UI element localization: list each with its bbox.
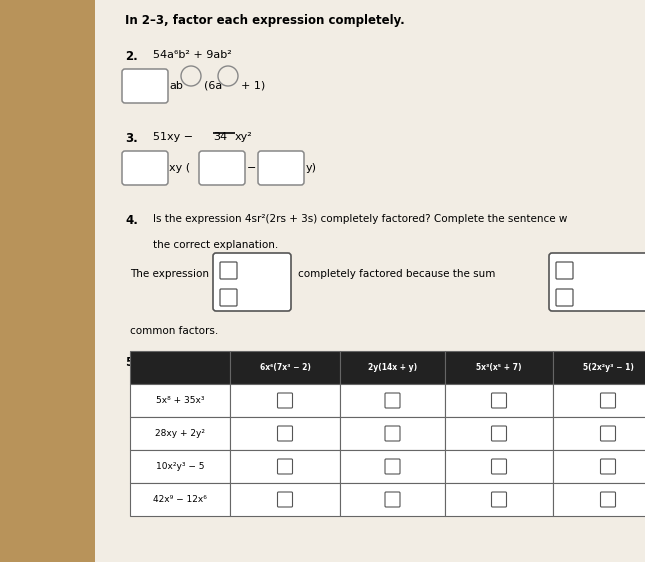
Bar — [340, 450, 445, 483]
Text: is: is — [240, 265, 248, 275]
Bar — [445, 450, 553, 483]
Text: xy (: xy ( — [169, 163, 190, 173]
FancyBboxPatch shape — [600, 459, 615, 474]
Bar — [130, 384, 230, 417]
Bar — [553, 483, 645, 516]
FancyBboxPatch shape — [491, 492, 506, 507]
Text: 2y(14x + y): 2y(14x + y) — [368, 363, 417, 372]
FancyBboxPatch shape — [491, 459, 506, 474]
FancyBboxPatch shape — [385, 426, 400, 441]
Bar — [230, 384, 340, 417]
Bar — [553, 417, 645, 450]
Text: 42x⁹ − 12x⁶: 42x⁹ − 12x⁶ — [153, 495, 207, 504]
Bar — [445, 384, 553, 417]
Bar — [230, 351, 340, 384]
Text: Is the expression 4sr²(2rs + 3s) completely factored? Complete the sentence w: Is the expression 4sr²(2rs + 3s) complet… — [153, 214, 568, 224]
Bar — [130, 450, 230, 483]
Text: −: − — [247, 163, 256, 173]
Bar — [95, 0, 645, 562]
Bar — [445, 483, 553, 516]
Bar — [130, 351, 230, 384]
Text: The expression: The expression — [130, 269, 209, 279]
Text: the correct explanation.: the correct explanation. — [153, 240, 278, 250]
Text: 6x⁶(7x³ − 2): 6x⁶(7x³ − 2) — [259, 363, 310, 372]
FancyBboxPatch shape — [122, 69, 168, 103]
Bar — [230, 483, 340, 516]
FancyBboxPatch shape — [385, 492, 400, 507]
FancyBboxPatch shape — [277, 426, 292, 441]
Bar — [230, 417, 340, 450]
FancyBboxPatch shape — [122, 151, 168, 185]
FancyBboxPatch shape — [549, 253, 645, 311]
Text: 51xy −: 51xy − — [153, 132, 197, 142]
FancyBboxPatch shape — [277, 459, 292, 474]
FancyBboxPatch shape — [220, 262, 237, 279]
FancyBboxPatch shape — [491, 426, 506, 441]
FancyBboxPatch shape — [491, 393, 506, 408]
Text: completely factored because the sum: completely factored because the sum — [298, 269, 495, 279]
Text: 5.: 5. — [125, 356, 138, 369]
Text: 54a⁶b² + 9ab²: 54a⁶b² + 9ab² — [153, 50, 232, 60]
FancyBboxPatch shape — [385, 459, 400, 474]
Bar — [553, 351, 645, 384]
FancyBboxPatch shape — [277, 393, 292, 408]
Text: xy²: xy² — [235, 132, 253, 142]
Text: 28xy + 2y²: 28xy + 2y² — [155, 429, 205, 438]
Text: has: has — [576, 265, 595, 275]
FancyBboxPatch shape — [220, 289, 237, 306]
Bar — [553, 384, 645, 417]
Text: (6a: (6a — [204, 81, 223, 91]
Text: 5x⁸ + 35x³: 5x⁸ + 35x³ — [155, 396, 204, 405]
Bar — [0, 0, 130, 562]
FancyBboxPatch shape — [600, 393, 615, 408]
Text: 5(2x²y³ − 1): 5(2x²y³ − 1) — [582, 363, 633, 372]
Text: 10x²y³ − 5: 10x²y³ − 5 — [155, 462, 204, 471]
Text: 34: 34 — [213, 132, 227, 142]
Text: 5x³(x⁵ + 7): 5x³(x⁵ + 7) — [476, 363, 522, 372]
Text: 2.: 2. — [125, 50, 138, 63]
Text: has no: has no — [576, 292, 611, 302]
Bar — [230, 450, 340, 483]
FancyBboxPatch shape — [556, 262, 573, 279]
Text: + 1): + 1) — [241, 81, 265, 91]
Text: y): y) — [306, 163, 317, 173]
FancyBboxPatch shape — [258, 151, 304, 185]
FancyBboxPatch shape — [213, 253, 291, 311]
Text: 4.: 4. — [125, 214, 138, 227]
Text: common factors.: common factors. — [130, 326, 218, 336]
FancyBboxPatch shape — [385, 393, 400, 408]
Bar — [130, 483, 230, 516]
Bar — [340, 351, 445, 384]
FancyBboxPatch shape — [199, 151, 245, 185]
Bar — [553, 450, 645, 483]
Text: Match each expression with its factorization.: Match each expression with its factoriza… — [153, 356, 402, 366]
FancyBboxPatch shape — [556, 289, 573, 306]
Bar — [340, 384, 445, 417]
FancyBboxPatch shape — [600, 492, 615, 507]
Text: 3.: 3. — [125, 132, 138, 145]
FancyBboxPatch shape — [600, 426, 615, 441]
Text: In 2–3, factor each expression completely.: In 2–3, factor each expression completel… — [125, 14, 405, 27]
Bar — [130, 417, 230, 450]
Bar — [340, 417, 445, 450]
FancyBboxPatch shape — [277, 492, 292, 507]
Text: ab: ab — [169, 81, 183, 91]
Bar — [340, 483, 445, 516]
Bar — [445, 351, 553, 384]
Text: is not: is not — [240, 292, 269, 302]
Bar — [445, 417, 553, 450]
